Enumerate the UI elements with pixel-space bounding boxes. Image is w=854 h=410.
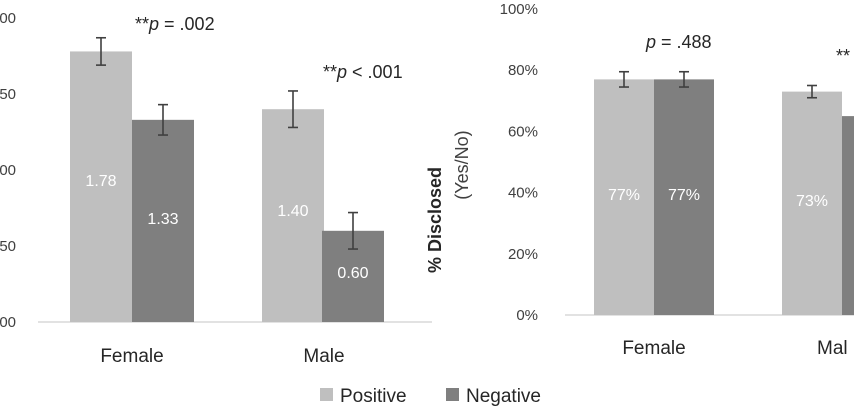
legend-swatch-positive (320, 388, 333, 401)
left-category-female: Female (100, 346, 163, 367)
right-annotation-male: ** (836, 46, 850, 66)
y-tick-label: 00 (0, 314, 16, 331)
bar-negative-female (654, 79, 714, 315)
legend: Positive Negative (320, 386, 541, 407)
data-label: 73% (796, 193, 828, 210)
bar-negative-mal (842, 116, 854, 315)
right-category-male: Mal (817, 338, 848, 359)
bar-positive-female (594, 79, 654, 315)
error-bar (679, 70, 689, 88)
legend-label-negative: Negative (466, 386, 541, 407)
data-label: 1.78 (85, 173, 116, 190)
y-tick-label: 00 (0, 10, 16, 27)
error-bar (807, 84, 817, 99)
data-label: 0.60 (337, 265, 368, 282)
right-y-axis-subtitle: (Yes/No) (452, 130, 472, 199)
left-annotation-female: **p = .002 (135, 14, 215, 34)
right-y-axis-title: % Disclosed (425, 167, 445, 273)
error-bar (96, 36, 106, 66)
data-label: 1.40 (277, 203, 308, 220)
y-tick-label: 50 (0, 238, 16, 255)
y-tick-label: 60% (508, 123, 538, 140)
error-bar (158, 103, 168, 136)
y-tick-label: 80% (508, 62, 538, 79)
bar-positive-mal (782, 91, 842, 316)
bar-negative-female (132, 119, 194, 322)
data-label: 1.33 (147, 211, 178, 228)
data-label: 77% (608, 187, 640, 204)
bar-positive-female (70, 51, 132, 322)
right-annotation-female: p = .488 (645, 32, 712, 52)
error-bar (288, 90, 298, 129)
y-tick-label: 50 (0, 86, 16, 103)
left-category-male: Male (303, 346, 344, 367)
y-tick-label: 40% (508, 185, 538, 202)
y-tick-label: 100% (500, 1, 538, 18)
legend-label-positive: Positive (340, 386, 407, 407)
error-bar (348, 211, 358, 250)
legend-swatch-negative (446, 388, 459, 401)
y-tick-label: 00 (0, 162, 16, 179)
left-annotation-male: **p < .001 (323, 62, 403, 82)
right-category-female: Female (622, 338, 685, 359)
error-bar (619, 70, 629, 88)
y-tick-label: 0% (516, 307, 538, 324)
y-tick-label: 20% (508, 246, 538, 263)
bar-positive-male (262, 109, 324, 322)
data-label: 77% (668, 187, 700, 204)
right-chart: % Disclosed (Yes/No) 0%20%40%60%80%100% … (425, 1, 854, 359)
